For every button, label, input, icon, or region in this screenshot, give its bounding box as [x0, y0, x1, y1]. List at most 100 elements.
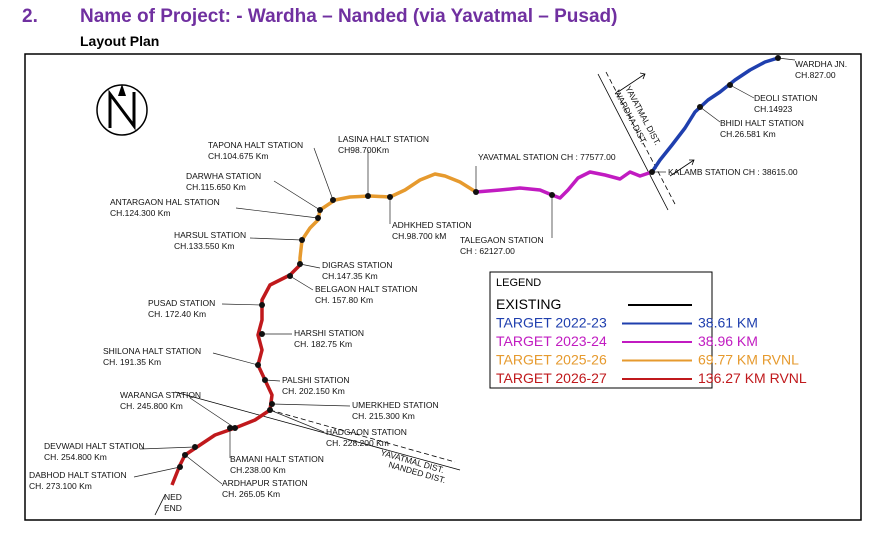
station-dot: [259, 331, 265, 337]
station-dot: [315, 215, 321, 221]
station-dot: [727, 82, 733, 88]
end-label: NED: [164, 492, 182, 502]
legend-box: [489, 271, 713, 389]
station-name: WARANGA STATION: [120, 390, 201, 400]
subtitle: Layout Plan: [80, 33, 159, 49]
station-chainage: CH.147.35 Km: [322, 271, 378, 281]
station-dot: [255, 362, 261, 368]
station-name: DARWHA STATION: [186, 171, 261, 181]
station-chainage: CH. 172.40 Km: [148, 309, 206, 319]
legend-label: EXISTING: [496, 296, 561, 312]
station-name: PALSHI STATION: [282, 375, 350, 385]
project-title: Name of Project: - Wardha – Nanded (via …: [80, 6, 617, 27]
station-labels: WARDHA JN.CH.827.00 DEOLI STATIONCH.14923…: [29, 55, 847, 513]
station-dot: [297, 261, 303, 267]
legend: LEGEND EXISTING TARGET 2022-23 38.61 KM TARG…: [496, 277, 807, 386]
station-dot: [182, 452, 188, 458]
station-name: KALAMB STATION CH : 38615.00: [668, 167, 798, 177]
legend-title: LEGEND: [496, 277, 541, 289]
station-name: LASINA HALT STATION: [338, 134, 429, 144]
leader-line: [699, 106, 721, 123]
station-chainage: CH. 202.150 Km: [282, 386, 345, 396]
station-dot: [299, 237, 305, 243]
station-chainage: CH.133.550 Km: [174, 241, 234, 251]
route: [170, 56, 779, 486]
station-name: HARSUL STATION: [174, 230, 246, 240]
station-name: ARDHAPUR STATION: [222, 478, 308, 488]
station-dot: [227, 425, 233, 431]
station-chainage: CH.26.581 Km: [720, 129, 776, 139]
station-name: TALEGAON STATION: [460, 235, 544, 245]
legend-label: TARGET 2025-26: [496, 352, 607, 368]
map-frame: [24, 53, 862, 521]
station-dot: [649, 169, 655, 175]
section-number: 2.: [22, 6, 38, 27]
station-dot: [259, 302, 265, 308]
station-dot: [387, 194, 393, 200]
station-name: DEVWADI HALT STATION: [44, 441, 145, 451]
station-dot: [262, 377, 268, 383]
legend-length: 38.96 KM: [698, 333, 758, 349]
station-chainage: CH.14923: [754, 104, 793, 114]
legend-length: 38.61 KM: [698, 315, 758, 331]
route-segment: [298, 172, 477, 265]
leader-line: [139, 446, 196, 450]
leader-line: [212, 352, 259, 366]
station-dot: [775, 55, 781, 61]
station-chainage: CH.238.00 Km: [230, 465, 286, 475]
end-label: END: [164, 503, 182, 513]
leader-line: [271, 403, 351, 407]
station-name: SHILONA HALT STATION: [103, 346, 201, 356]
station-name: PUSAD STATION: [148, 298, 215, 308]
station-chainage: CH. 191.35 Km: [103, 357, 161, 367]
legend-label: TARGET 2023-24: [496, 333, 607, 349]
station-chainage: CH. 215.300 Km: [352, 411, 415, 421]
station-chainage: CH. 182.75 Km: [294, 339, 352, 349]
leader-line: [221, 303, 263, 306]
station-chainage: CH.104.675 Km: [208, 151, 268, 161]
station-dot: [473, 189, 479, 195]
legend-label: TARGET 2022-23: [496, 315, 607, 331]
leader-line: [249, 237, 303, 241]
station-chainage: CH98.700Km: [338, 145, 389, 155]
station-name: TAPONA HALT STATION: [208, 140, 303, 150]
station-dot: [549, 192, 555, 198]
station-dot: [232, 425, 238, 431]
station-chainage: CH.827.00: [795, 70, 836, 80]
leader-line: [273, 180, 321, 211]
leader-line: [289, 275, 314, 291]
station-name: YAVATMAL STATION CH : 77577.00: [478, 152, 616, 162]
station-name: DABHOD HALT STATION: [29, 470, 127, 480]
leader-line: [729, 84, 755, 99]
station-name: DEOLI STATION: [754, 93, 817, 103]
station-name: DIGRAS STATION: [322, 260, 393, 270]
station-dot: [317, 207, 323, 213]
route-segment: [475, 170, 653, 200]
station-chainage: CH. 245.800 Km: [120, 401, 183, 411]
station-name: BAMANI HALT STATION: [230, 454, 324, 464]
station-chainage: CH.124.300 Km: [110, 208, 170, 218]
legend-length: 69.77 KM RVNL: [698, 352, 799, 368]
station-name: WARDHA JN.: [795, 59, 847, 69]
leader-line: [313, 147, 334, 201]
district-boundaries: [154, 71, 695, 516]
station-dot: [365, 193, 371, 199]
station-name: BELGAON HALT STATION: [315, 284, 417, 294]
leader-line: [269, 409, 325, 433]
station-dot: [269, 401, 275, 407]
station-name: ADHKHED STATION: [392, 220, 472, 230]
compass: [96, 84, 148, 136]
leader-line: [133, 466, 181, 478]
station-dot: [330, 197, 336, 203]
station-dot: [697, 104, 703, 110]
station-name: UMERKHED STATION: [352, 400, 439, 410]
station-name: BHIDI HALT STATION: [720, 118, 804, 128]
station-dot: [192, 444, 198, 450]
legend-label: TARGET 2026-27: [496, 370, 607, 386]
station-dot: [287, 273, 293, 279]
leader-line: [299, 263, 321, 269]
leader-line: [184, 454, 223, 485]
station-chainage: CH. 265.05 Km: [222, 489, 280, 499]
station-chainage: CH : 62127.00: [460, 246, 515, 256]
